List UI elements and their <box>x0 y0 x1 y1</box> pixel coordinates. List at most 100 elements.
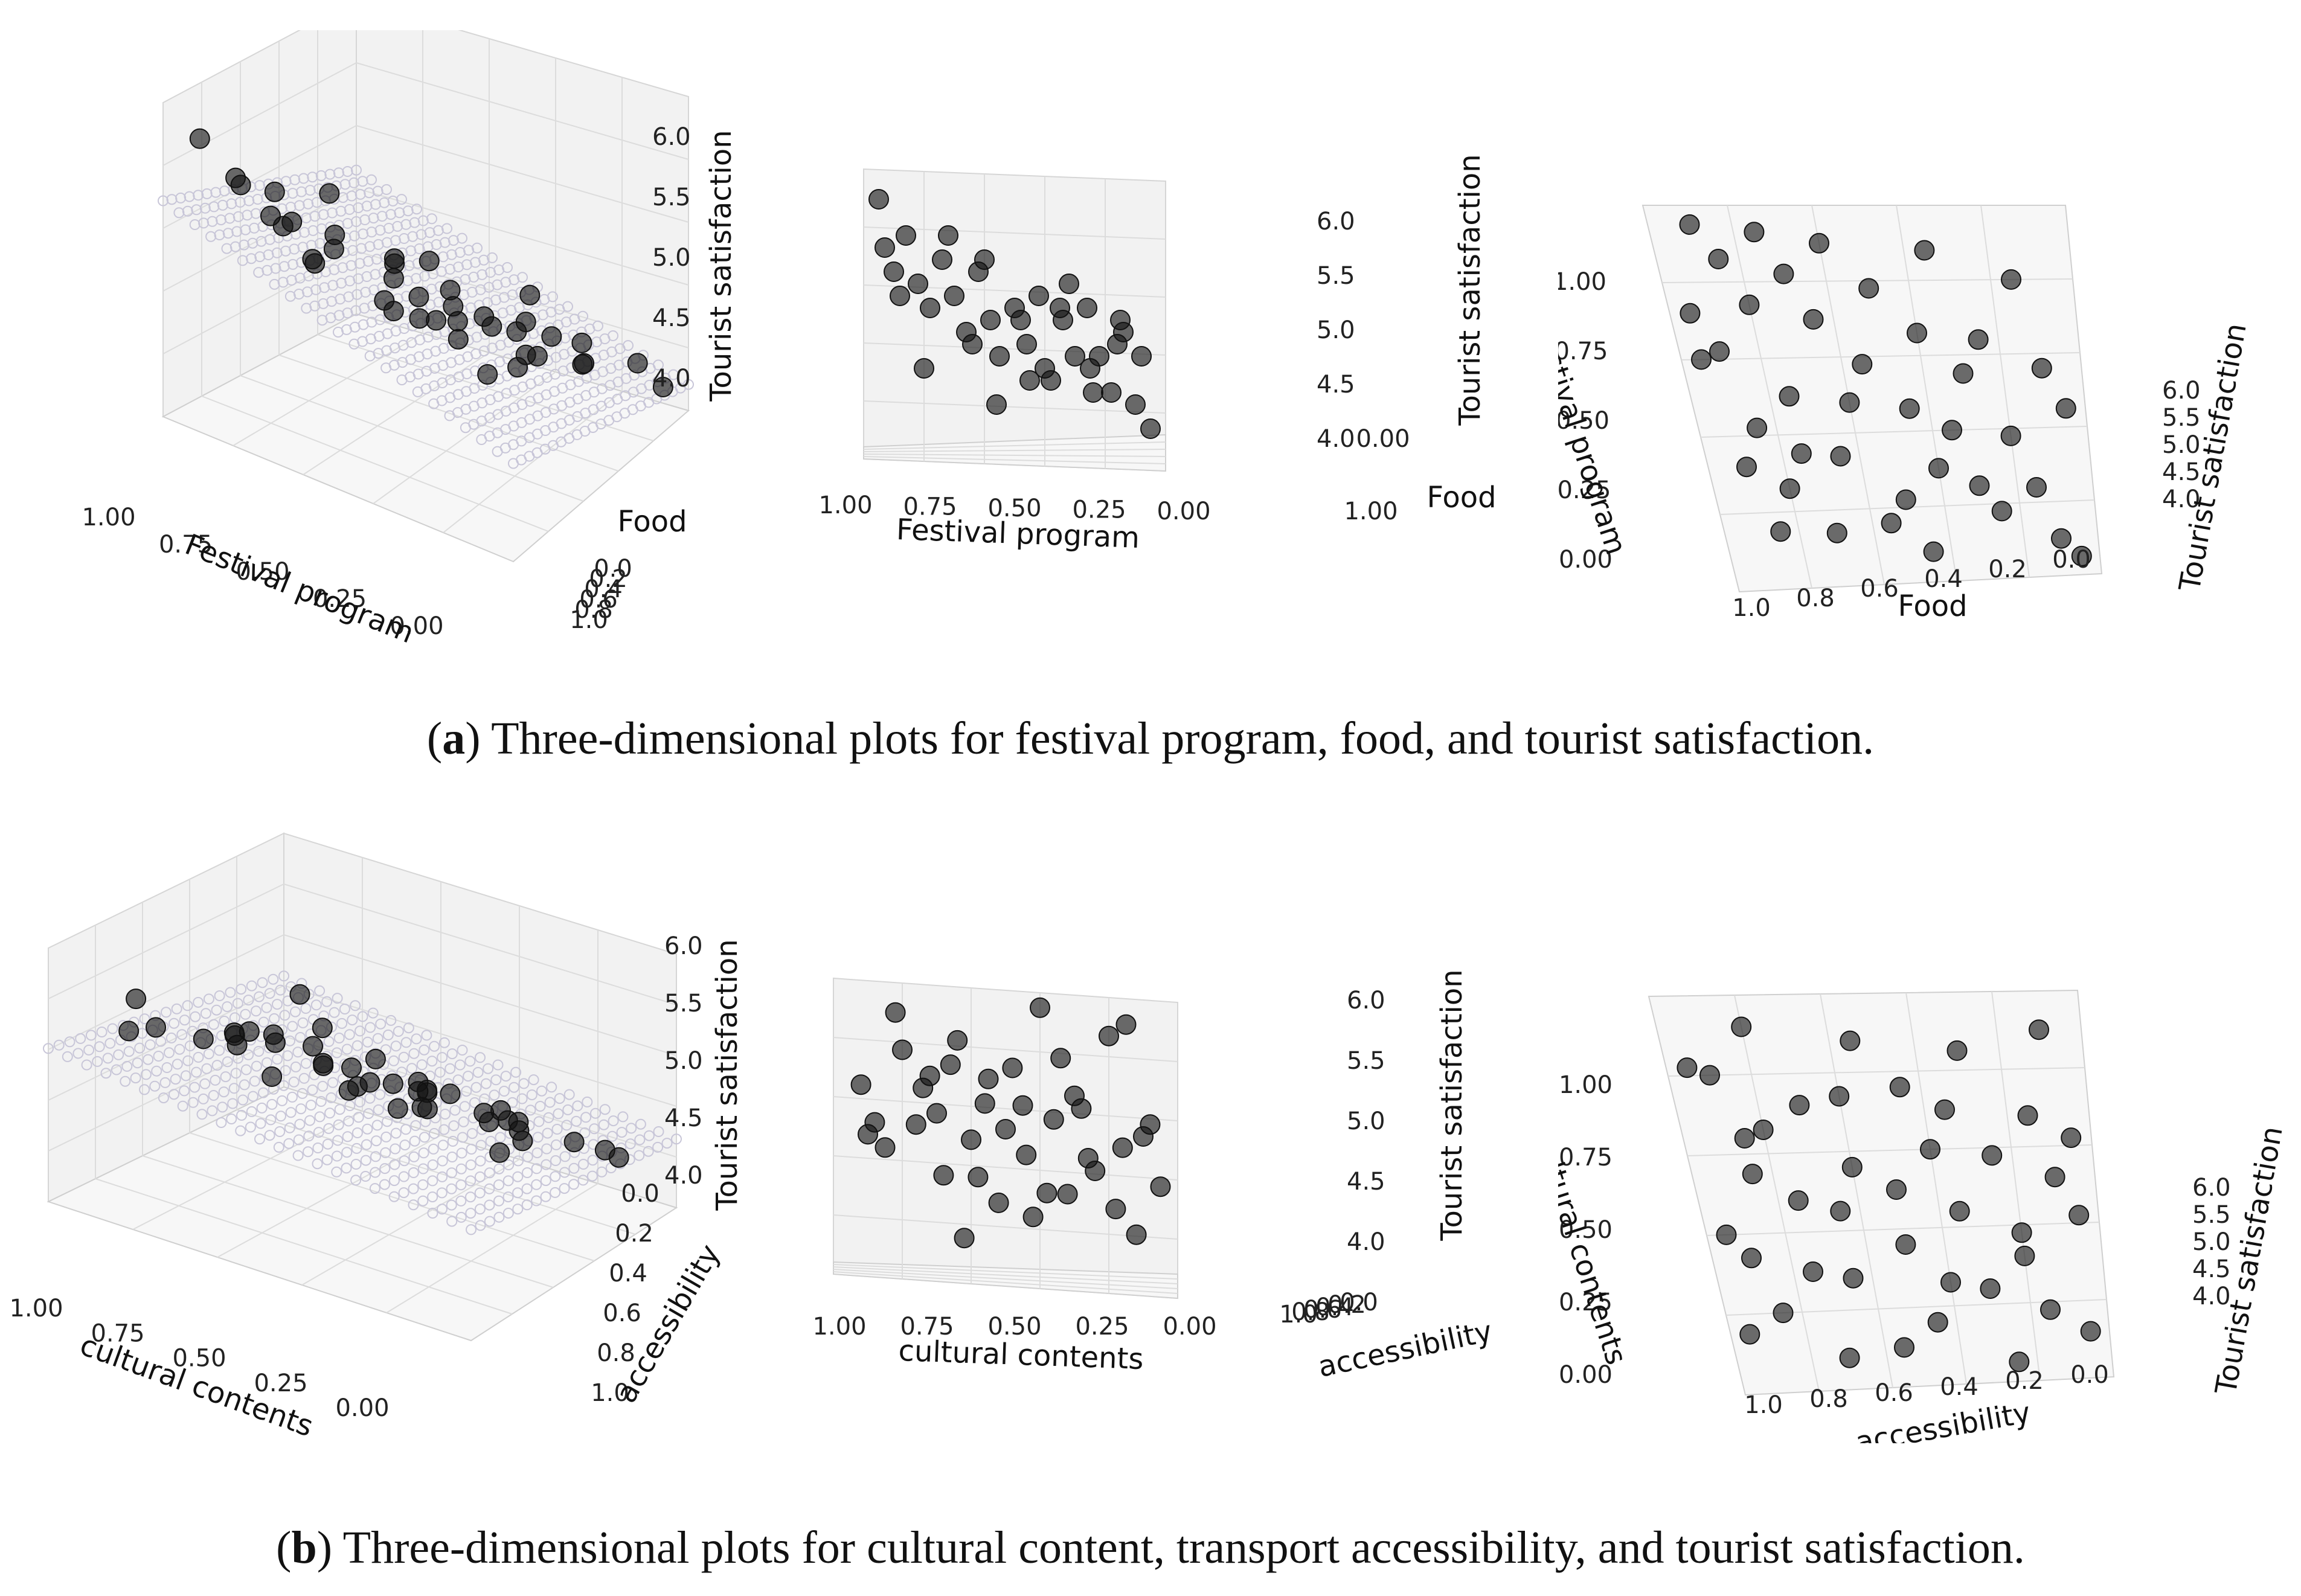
caption-a-letter: a <box>442 713 466 764</box>
plane-marker <box>264 988 275 999</box>
data-point <box>2061 1127 2082 1149</box>
plane-marker <box>344 1100 356 1111</box>
plane-marker <box>151 1065 162 1077</box>
data-point <box>2029 1019 2049 1040</box>
plane-marker <box>606 1130 618 1142</box>
tick-label: 0.6 <box>603 1300 641 1327</box>
plane-marker <box>405 245 417 257</box>
plane-marker <box>437 1155 448 1167</box>
plane-marker <box>327 207 338 219</box>
tick-label: 0.8 <box>1809 1385 1848 1413</box>
plane-marker <box>307 225 319 236</box>
plane-marker <box>379 1163 391 1175</box>
plane-marker <box>193 1051 204 1063</box>
plane-marker <box>372 1033 384 1044</box>
plot-b1: 1.00 0.75 0.50 0.25 0.00 0.0 0.2 0.4 0.6 0.8 1.0 4.… <box>12 821 773 1473</box>
grid-line <box>95 1178 513 1315</box>
tick-label: 1.0 <box>591 1379 629 1407</box>
plane-marker <box>258 1016 269 1028</box>
tick-label: 0.50 <box>172 1345 226 1373</box>
y-axis-label: Food <box>617 505 687 539</box>
plot-b3-svg: 0.00 0.25 0.50 0.75 1.00 1.0 0.8 0.6 0.4 0.2 0.0 4.… <box>1558 989 2290 1443</box>
plane-marker <box>298 1072 310 1084</box>
data-point <box>527 345 548 367</box>
data-point <box>868 189 889 210</box>
plane-marker <box>246 980 257 992</box>
tick-label: 0.0 <box>594 555 632 583</box>
grid-line <box>833 1271 1178 1294</box>
plane-marker <box>342 166 353 177</box>
tick-label: 0.6 <box>1860 575 1899 603</box>
plane-marker <box>304 1115 315 1126</box>
plane-marker <box>490 1074 502 1086</box>
data-point <box>118 1021 140 1042</box>
plane-marker <box>502 262 513 273</box>
plane-marker <box>408 1199 419 1211</box>
plane-marker <box>434 1066 446 1078</box>
plane-marker <box>333 167 344 179</box>
plane-marker <box>166 194 178 205</box>
plane-marker <box>336 1018 348 1029</box>
plane-marker <box>457 1132 468 1143</box>
tick-label: 0.25 <box>1558 476 1611 504</box>
plane-marker <box>339 1004 350 1014</box>
tick-label: 0.75 <box>91 1319 144 1347</box>
plane-marker <box>173 207 185 219</box>
plane-marker <box>255 1118 266 1129</box>
plane-marker <box>373 1104 384 1115</box>
data-point <box>419 251 440 272</box>
data-point <box>512 1130 533 1152</box>
plane-marker <box>398 1051 409 1063</box>
plane-marker <box>426 213 437 225</box>
tick-label: 0.50 <box>236 558 289 586</box>
data-point <box>506 321 527 342</box>
tick-label: 4.5 <box>1347 1168 1385 1196</box>
floor-pane <box>1648 989 2115 1396</box>
plane-marker <box>368 213 379 224</box>
tick-label: 4.0 <box>2162 486 2201 513</box>
tick-label: 0.25 <box>313 585 367 613</box>
plane-marker <box>400 219 412 230</box>
tick-label: 0.2 <box>2005 1367 2044 1395</box>
plane-marker <box>96 1027 108 1037</box>
data-point <box>1126 1224 1147 1245</box>
plane-marker <box>392 220 403 232</box>
plane-marker <box>227 1098 239 1109</box>
plane-marker <box>388 1191 400 1202</box>
plane-marker <box>254 251 266 263</box>
plane-marker <box>470 1082 482 1093</box>
plane-marker <box>290 1006 301 1018</box>
data-point <box>2009 1351 2030 1373</box>
tick-label: 4.5 <box>1317 371 1355 399</box>
plane-marker <box>191 204 202 216</box>
plane-marker <box>210 1074 221 1086</box>
plane-marker <box>303 1130 315 1142</box>
tick-label: 0.0 <box>1340 1289 1378 1316</box>
plane-marker <box>287 1021 298 1032</box>
plot-a3-svg: 0.00 0.25 0.50 0.75 1.00 1.0 0.8 0.6 0.4 0.2 0.0 4.… <box>1558 205 2253 623</box>
data-point <box>265 1032 286 1053</box>
plane-marker <box>265 1114 277 1126</box>
plane-marker <box>326 1092 337 1103</box>
plane-marker <box>196 1109 208 1120</box>
data-point <box>1843 1268 1864 1289</box>
grid-line <box>833 1214 1178 1240</box>
tick-label: 6.0 <box>2192 1174 2231 1202</box>
tick-label: 1.00 <box>1558 268 1606 296</box>
data-point <box>313 1053 333 1074</box>
plane-marker <box>242 210 253 221</box>
plane-marker <box>342 1131 353 1143</box>
plane-marker <box>225 987 236 998</box>
plane-marker <box>182 1055 194 1066</box>
plane-marker <box>168 1089 179 1100</box>
plane-marker <box>286 1091 298 1103</box>
plane-marker <box>307 171 318 183</box>
plane-marker <box>475 1139 487 1151</box>
plane-marker <box>321 996 333 1007</box>
tick-label: 5.5 <box>2162 404 2201 432</box>
plane-marker <box>457 1045 468 1056</box>
data-point <box>1125 394 1146 415</box>
data-point <box>1928 458 1949 479</box>
plane-marker <box>341 1043 353 1055</box>
plane-marker <box>362 1123 373 1135</box>
